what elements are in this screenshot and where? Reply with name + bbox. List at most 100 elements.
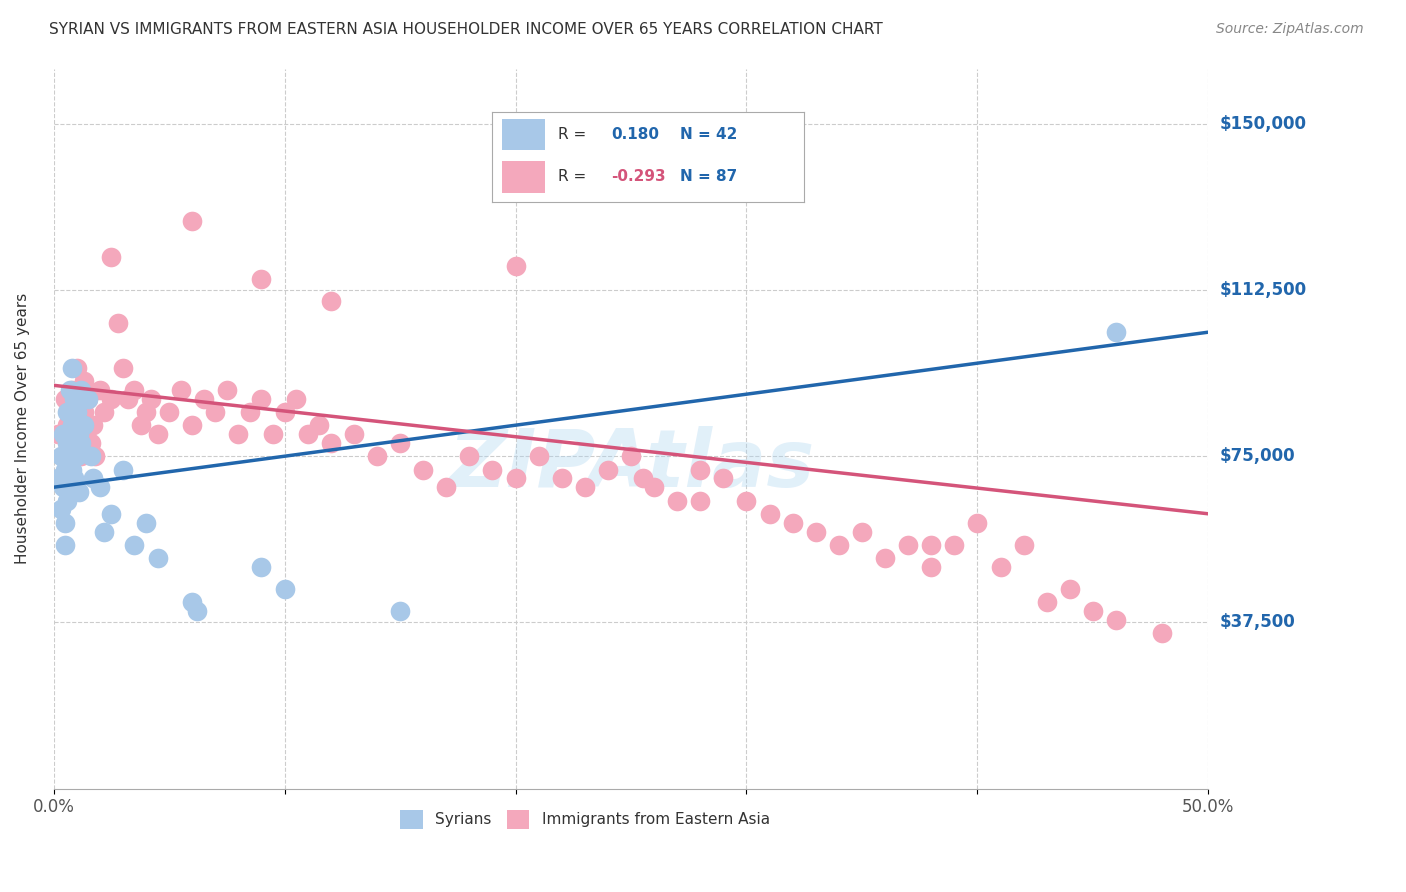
Point [46, 427, 69, 442]
Point [63, 405, 86, 419]
Point [70, 383, 93, 397]
Point [59, 480, 82, 494]
Point [146, 551, 169, 566]
Text: $150,000: $150,000 [1219, 115, 1306, 133]
Point [56, 436, 79, 450]
Point [52, 480, 75, 494]
Point [75, 427, 97, 442]
Point [52, 449, 75, 463]
Point [146, 427, 169, 442]
Point [1081, 604, 1104, 618]
Point [920, 538, 942, 552]
Point [124, 383, 146, 397]
Point [873, 551, 896, 566]
Point [551, 471, 574, 485]
Point [131, 418, 153, 433]
Point [53, 538, 76, 552]
Point [297, 427, 319, 442]
Point [77, 392, 100, 406]
Point [100, 392, 122, 406]
Point [943, 538, 966, 552]
Point [93, 405, 115, 419]
Point [84, 449, 107, 463]
Point [319, 294, 342, 309]
Point [59, 458, 82, 472]
Point [52, 427, 75, 442]
Point [135, 405, 157, 419]
Point [228, 427, 250, 442]
Point [1059, 582, 1081, 596]
Point [308, 418, 330, 433]
Point [713, 471, 735, 485]
Legend: Syrians, Immigrants from Eastern Asia: Syrians, Immigrants from Eastern Asia [394, 804, 776, 835]
Point [70, 436, 93, 450]
Point [1105, 325, 1128, 339]
Point [93, 524, 115, 539]
Point [285, 392, 308, 406]
Point [897, 538, 920, 552]
Point [620, 449, 643, 463]
Point [67, 392, 90, 406]
Point [389, 436, 412, 450]
Point [135, 516, 157, 530]
Point [66, 427, 89, 442]
Point [63, 471, 86, 485]
Text: $37,500: $37,500 [1219, 614, 1295, 632]
Text: SYRIAN VS IMMIGRANTS FROM EASTERN ASIA HOUSEHOLDER INCOME OVER 65 YEARS CORRELAT: SYRIAN VS IMMIGRANTS FROM EASTERN ASIA H… [49, 22, 883, 37]
Point [250, 560, 273, 574]
Point [60, 383, 83, 397]
Point [72, 374, 94, 388]
Y-axis label: Householder Income Over 65 years: Householder Income Over 65 years [15, 293, 30, 564]
Point [49, 449, 72, 463]
Point [204, 405, 226, 419]
Point [53, 462, 76, 476]
Point [966, 516, 988, 530]
Point [1105, 613, 1128, 627]
Point [262, 427, 284, 442]
Point [574, 480, 596, 494]
Point [851, 524, 873, 539]
Point [89, 480, 111, 494]
Text: $75,000: $75,000 [1219, 447, 1295, 466]
Point [82, 418, 104, 433]
Point [389, 604, 412, 618]
Point [53, 392, 76, 406]
Point [107, 316, 129, 330]
Point [804, 524, 827, 539]
Point [60, 418, 83, 433]
Point [758, 507, 780, 521]
Point [596, 462, 619, 476]
Point [920, 560, 942, 574]
Point [527, 449, 550, 463]
Point [186, 604, 208, 618]
Point [72, 418, 94, 433]
Point [124, 538, 146, 552]
Point [273, 582, 295, 596]
Point [100, 250, 122, 264]
Point [434, 480, 457, 494]
Point [990, 560, 1012, 574]
Point [828, 538, 851, 552]
Point [181, 418, 204, 433]
Point [631, 471, 654, 485]
Text: ZIPAtlas: ZIPAtlas [449, 425, 814, 503]
Point [1012, 538, 1035, 552]
Text: Source: ZipAtlas.com: Source: ZipAtlas.com [1216, 22, 1364, 37]
Point [735, 493, 758, 508]
Point [67, 484, 90, 499]
Point [689, 462, 711, 476]
Point [79, 449, 101, 463]
Point [412, 462, 434, 476]
Point [67, 427, 90, 442]
Point [319, 436, 342, 450]
Point [181, 214, 204, 228]
Point [193, 392, 215, 406]
Point [505, 259, 527, 273]
Point [111, 360, 134, 375]
Point [1035, 595, 1057, 609]
Text: $112,500: $112,500 [1219, 281, 1306, 299]
Point [505, 471, 527, 485]
Point [49, 502, 72, 516]
Point [157, 405, 180, 419]
Point [60, 360, 83, 375]
